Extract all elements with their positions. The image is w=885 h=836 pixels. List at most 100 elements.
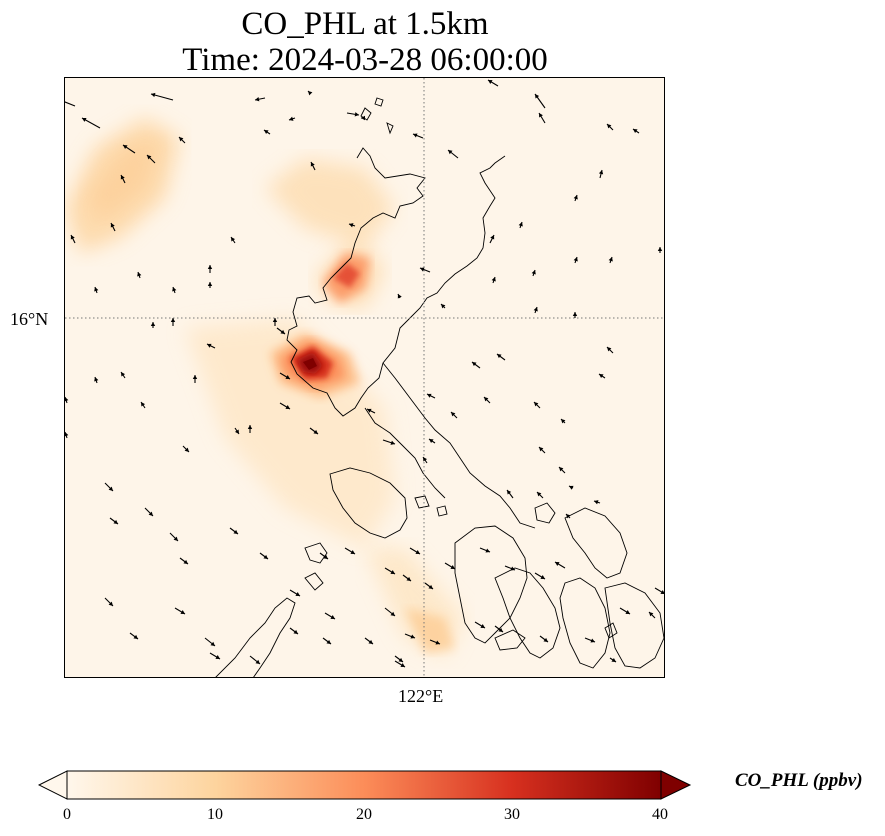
wind-vector-head [308,91,313,96]
wind-vector-head [108,601,113,606]
wind-vector-head [427,393,432,398]
wind-vector-head [633,129,638,134]
wind-vector-head [255,97,260,102]
wind-vector-head [183,559,188,564]
wind-vector-head [255,659,260,664]
wind-vector-head [121,372,126,377]
wind-vector-head [120,175,125,180]
wind-vector-head [310,162,315,167]
wind-vector-head [490,235,495,240]
wind-vector-head [561,419,566,424]
wind-vector-head [94,377,99,382]
wind-vector-head [295,592,300,596]
wind-vector-head [349,223,354,228]
colorbar-label: CO_PHL (ppbv) [735,770,863,791]
wind-vector-head [184,447,189,452]
wind-vector-head [390,611,395,616]
wind-vector-head [485,548,490,553]
wind-vector-head [350,550,355,554]
wind-vector-head [272,318,278,322]
wind-vector-head [361,115,365,121]
colorbar-gradient [66,770,662,800]
wind-vector-head [539,447,544,452]
wind-vector-head [657,247,663,251]
wind-vector-head [488,80,493,84]
colorbar-tick-40: 40 [652,806,668,823]
wind-vector-head [141,402,146,407]
wind-vector-head [400,663,405,667]
wind-vector-head [368,639,373,644]
lon-tick-label: 122°E [398,686,444,706]
wind-vector-head [110,223,115,228]
wind-vector-head [133,634,138,639]
wind-vector-head [569,485,574,490]
wind-vector-head [192,375,198,379]
wind-vector-head [533,307,538,312]
wind-vector-head [472,362,477,367]
wind-vector-head [573,257,578,262]
wind-vector-head [293,629,298,634]
wind-vector-head [150,322,156,326]
wind-vector-head [607,347,612,352]
wind-vector-head [210,641,215,646]
lat-tick-label: 16°N [10,309,49,329]
wind-vector-head [413,133,418,138]
wind-vector-head [543,637,548,642]
wind-vector-head [491,277,496,282]
wind-vector-head [147,155,152,160]
wind-vector-head [180,610,185,614]
wind-vector-head [94,287,99,292]
wind-vector-head [598,170,604,175]
wind-vector-head [660,590,664,594]
colorbar-tick-30: 30 [504,806,520,823]
wind-vector-head [137,272,142,277]
wind-vector-head [231,237,236,242]
wind-vector-head [649,612,654,617]
wind-vector-head [510,566,515,571]
wind-vector-head [264,130,269,135]
wind-vector-head [540,575,545,579]
wind-vector-head [484,397,489,402]
wind-vector-head [573,195,578,200]
wind-vector-head [108,486,113,491]
wind-vector-head [280,329,285,334]
wind-vector-head [65,432,69,437]
colorbar-tick-0: 0 [63,806,71,823]
wind-vector [65,101,76,107]
wind-vector-head [435,640,440,645]
wind-vector-head [498,627,503,632]
wind-vector-head [285,405,290,409]
wind-vector-head [233,529,238,534]
wind-vector-head [428,584,433,589]
colorbar-tick-20: 20 [356,806,372,823]
wind-vector-head [148,511,153,516]
wind-vector-head [234,429,239,434]
wind-vector-head [480,624,485,628]
wind-vector-head [539,113,543,118]
map-panel[interactable] [65,78,664,678]
wind-vector-head [607,124,612,129]
colorbar-max-extension [660,770,692,800]
wind-vector-head [429,439,434,444]
wind-vector-head [390,440,395,445]
wind-vector-head [599,374,604,379]
wind-vector-head [497,354,502,359]
map-timestamp: Time: 2024-03-28 06:00:00 [182,42,548,78]
wind-vector-head [179,137,184,142]
wind-vector-head [415,550,420,554]
gridlines [65,78,664,678]
wind-vector-head [555,562,560,566]
wind-vector-head [289,116,294,121]
wind-vector-head [170,318,176,322]
wind-vector-head [611,657,616,662]
wind-vector-head [423,457,428,462]
wind-vector-head [263,554,268,559]
wind-vector-head [590,638,595,643]
wind-vector-head [406,576,411,581]
wind-vector-head [507,490,512,495]
map-title: CO_PHL at 1.5km [241,6,489,42]
wind-vector-head [534,402,539,407]
wind-vector-head [247,425,253,429]
wind-vector-head [535,94,540,99]
wind-vector-head [82,118,87,122]
